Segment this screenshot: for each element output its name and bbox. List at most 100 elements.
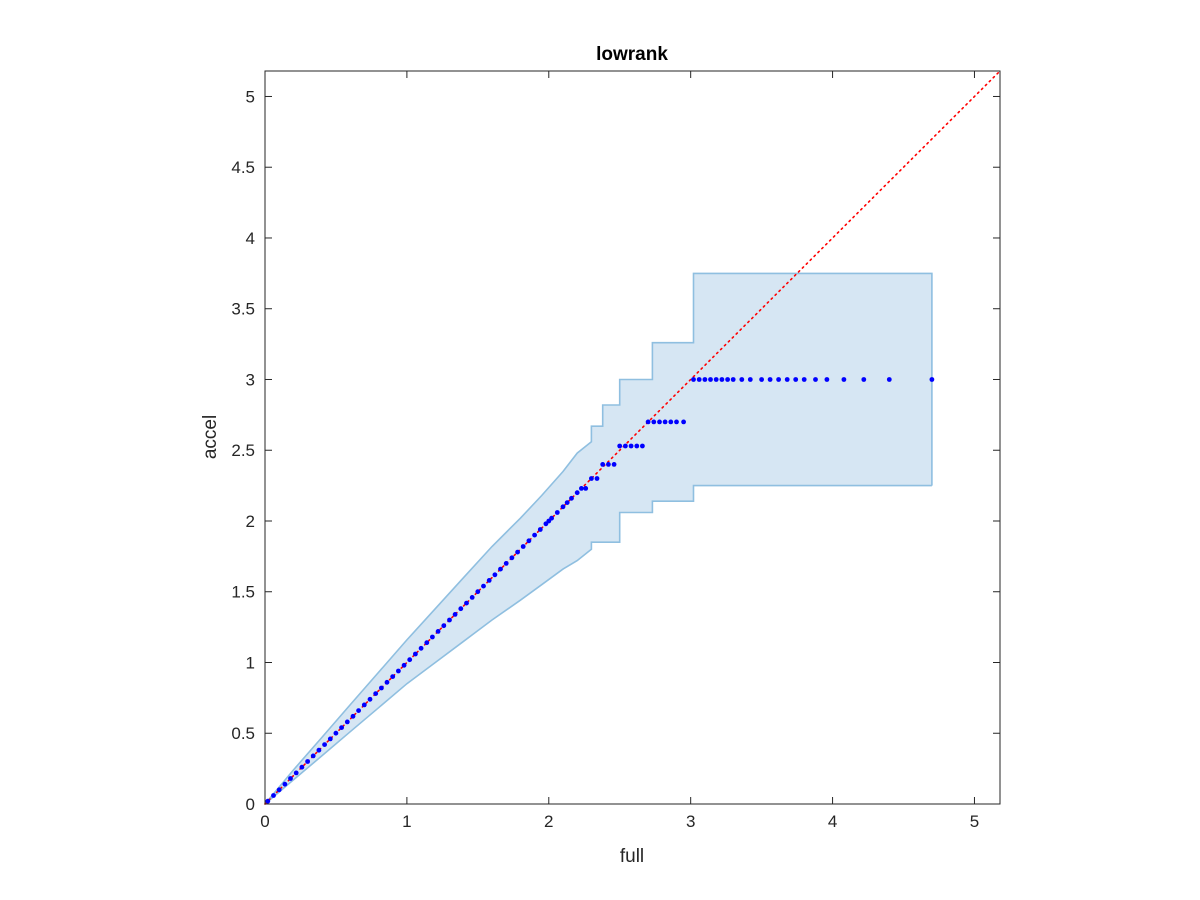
data-point	[713, 377, 719, 382]
confidence-band-lower-edge	[264, 484, 932, 805]
y-tick-label: 3	[246, 370, 255, 389]
data-point	[725, 377, 730, 382]
data-point	[407, 657, 413, 663]
x-axis-ticks: 0 1 2 3 4 5	[260, 71, 979, 831]
data-point	[574, 490, 580, 496]
confidence-band-fill	[265, 273, 932, 804]
data-point	[356, 708, 361, 713]
data-point	[719, 377, 725, 382]
data-point	[430, 634, 435, 640]
identity-reference-line	[264, 70, 1001, 805]
data-point	[606, 462, 611, 467]
data-point	[265, 798, 271, 804]
data-point	[498, 566, 503, 572]
data-point	[747, 377, 753, 382]
data-point	[293, 770, 299, 776]
data-point	[515, 549, 520, 555]
data-point	[702, 377, 708, 382]
data-point	[668, 419, 674, 425]
data-point	[367, 696, 373, 702]
x-tick-label: 2	[544, 812, 553, 831]
data-point	[824, 377, 830, 382]
data-point	[662, 419, 668, 425]
data-point	[801, 377, 807, 382]
data-point	[594, 476, 600, 481]
x-tick-label: 4	[828, 812, 837, 831]
y-tick-label: 1.5	[231, 583, 255, 602]
y-tick-label: 0	[246, 795, 255, 814]
data-point	[696, 377, 702, 382]
data-point	[424, 640, 430, 646]
data-point	[435, 629, 441, 634]
data-point	[509, 555, 515, 561]
x-tick-label: 3	[686, 812, 695, 831]
data-point	[634, 443, 640, 449]
data-point	[579, 486, 584, 491]
y-tick-label: 3.5	[231, 300, 255, 319]
data-point	[767, 377, 773, 382]
data-point	[316, 747, 322, 753]
y-axis-ticks: 0 0.5 1 1.5 2 2.5 3 3.5 4 4.5 5	[231, 87, 1000, 814]
y-tick-label: 1	[246, 653, 255, 672]
data-point	[520, 544, 526, 549]
data-point	[452, 612, 458, 617]
data-point	[645, 419, 651, 425]
data-point	[532, 532, 537, 538]
data-point	[333, 730, 339, 736]
data-point	[361, 702, 367, 708]
data-point	[379, 685, 384, 691]
data-point	[447, 617, 452, 623]
data-point	[861, 377, 867, 382]
data-point	[708, 377, 713, 382]
data-point	[651, 419, 657, 425]
data-point	[475, 589, 481, 595]
data-point	[276, 787, 282, 793]
data-point	[640, 443, 645, 449]
data-point	[503, 561, 509, 566]
data-point	[813, 377, 818, 382]
data-point	[549, 515, 554, 521]
data-point	[617, 443, 623, 449]
x-tick-label: 5	[970, 812, 979, 831]
data-point	[929, 377, 935, 382]
data-point	[589, 476, 594, 481]
data-point	[288, 776, 293, 781]
x-tick-label: 1	[402, 812, 411, 831]
data-point	[464, 600, 469, 606]
y-tick-label: 4.5	[231, 158, 255, 177]
data-points	[265, 377, 935, 804]
data-point	[583, 486, 589, 491]
data-point	[305, 759, 310, 764]
data-point	[327, 736, 333, 742]
data-point	[481, 583, 486, 589]
data-point	[841, 377, 847, 382]
data-point	[299, 764, 305, 770]
data-point	[271, 793, 276, 798]
data-point	[458, 606, 464, 612]
y-axis-label: accel	[200, 415, 221, 459]
y-tick-label: 2	[246, 512, 255, 531]
data-point	[730, 377, 736, 382]
data-point	[390, 674, 396, 679]
data-point	[776, 377, 781, 382]
data-point	[492, 572, 498, 578]
data-point	[344, 719, 350, 725]
data-point	[560, 504, 566, 510]
data-point	[759, 377, 764, 382]
chart-title: lowrank	[596, 44, 668, 65]
data-point	[396, 668, 401, 674]
data-point	[554, 510, 560, 515]
data-point	[322, 742, 327, 747]
data-point	[564, 500, 570, 505]
plot-frame	[264, 70, 1001, 805]
data-point	[526, 538, 532, 544]
x-tick-label: 0	[260, 812, 269, 831]
data-point	[739, 377, 745, 382]
x-axis-label: full	[620, 846, 644, 867]
data-point	[373, 691, 379, 696]
data-point	[611, 462, 617, 467]
data-point	[681, 419, 686, 425]
data-point	[441, 623, 447, 629]
data-point	[569, 495, 574, 501]
